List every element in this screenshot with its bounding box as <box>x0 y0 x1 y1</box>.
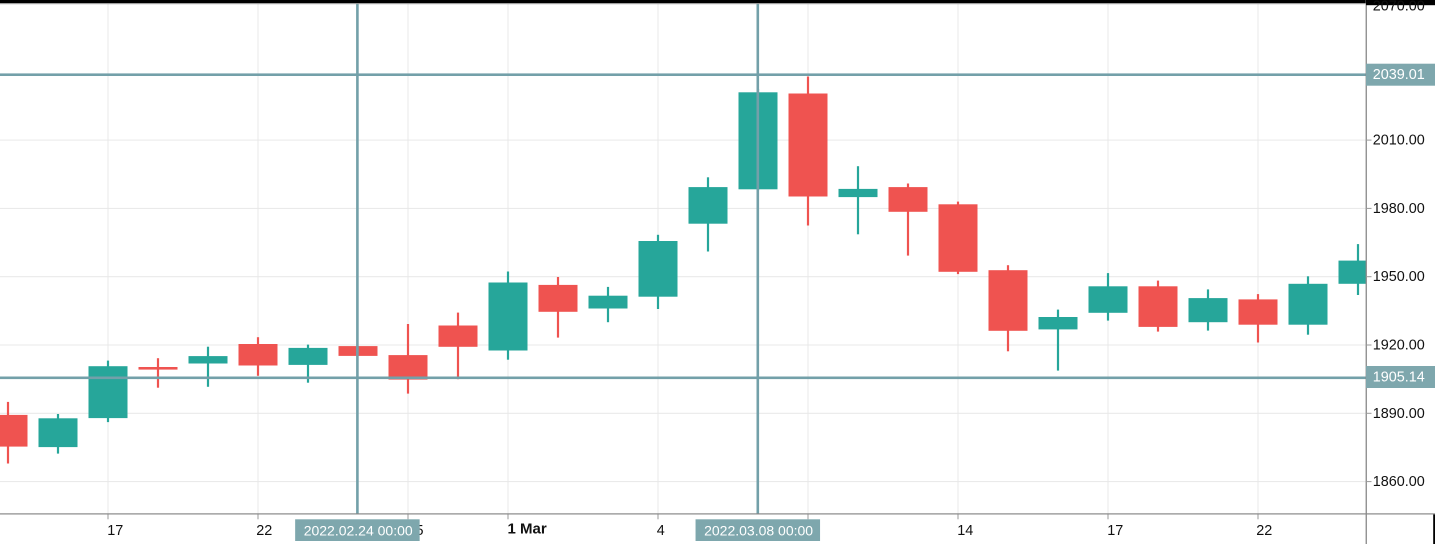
svg-text:17: 17 <box>107 523 123 539</box>
svg-text:4: 4 <box>657 523 665 539</box>
svg-text:1980.00: 1980.00 <box>1373 201 1425 217</box>
svg-text:14: 14 <box>957 523 973 539</box>
svg-text:17: 17 <box>1107 523 1123 539</box>
svg-text:1890.00: 1890.00 <box>1373 406 1425 422</box>
svg-text:1950.00: 1950.00 <box>1373 269 1425 285</box>
svg-text:1 Mar: 1 Mar <box>508 520 547 537</box>
svg-text:1920.00: 1920.00 <box>1373 338 1425 354</box>
svg-text:1905.14: 1905.14 <box>1373 370 1425 386</box>
svg-text:2010.00: 2010.00 <box>1373 133 1425 149</box>
svg-text:22: 22 <box>256 523 272 539</box>
svg-text:2070.00: 2070.00 <box>1373 0 1425 15</box>
svg-text:2022.03.08 00:00: 2022.03.08 00:00 <box>704 523 813 539</box>
svg-text:2039.01: 2039.01 <box>1373 67 1425 83</box>
svg-text:22: 22 <box>1256 523 1272 539</box>
svg-text:2022.02.24 00:00: 2022.02.24 00:00 <box>304 523 413 539</box>
svg-text:1860.00: 1860.00 <box>1373 474 1425 490</box>
